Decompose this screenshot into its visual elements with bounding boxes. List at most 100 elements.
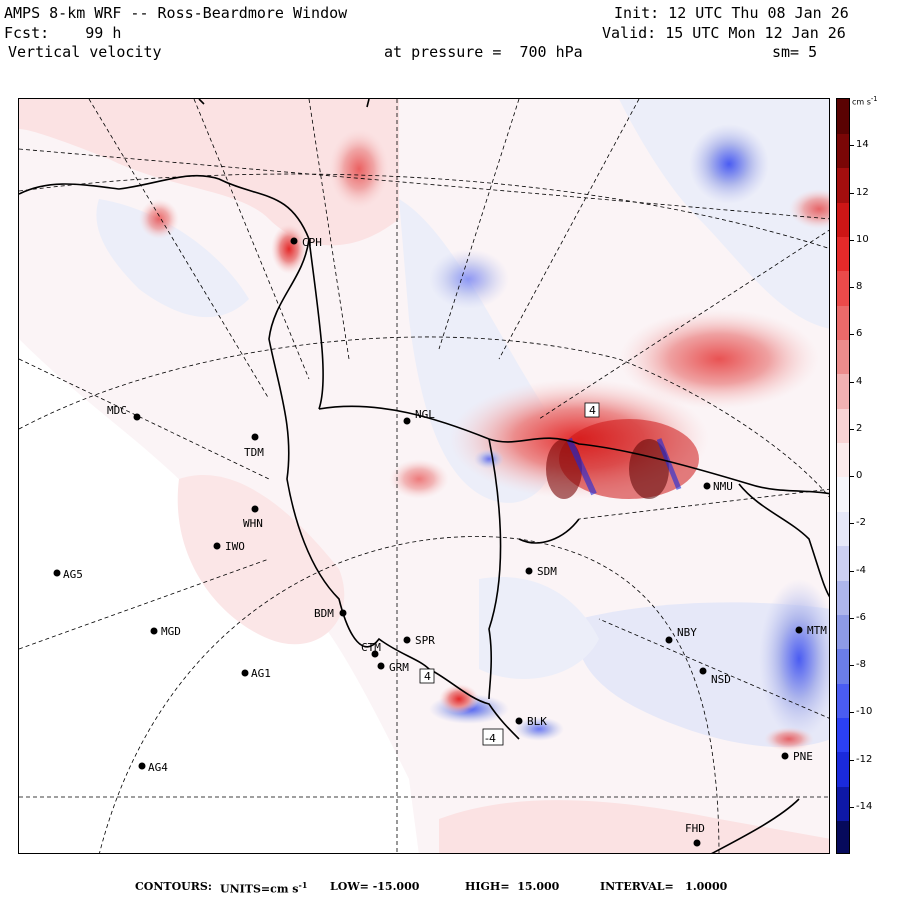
station-label: MDC — [107, 404, 127, 417]
station-MGD[interactable]: MGD — [150, 625, 181, 638]
station-label: MTM — [807, 624, 827, 637]
colorbar-segment — [837, 373, 849, 409]
colorbar-tick-label: 0 — [856, 470, 863, 481]
colorbar-tick-label: 2 — [856, 422, 863, 434]
station-label: AG4 — [148, 761, 168, 774]
high-value: HIGH= 15.000 — [465, 880, 560, 893]
low-value: LOW= -15.000 — [330, 880, 420, 893]
station-label: WHN — [243, 517, 263, 530]
station-CPH[interactable]: CPH — [290, 236, 322, 249]
station-label: SDM — [537, 565, 557, 578]
colorbar-tick-label: 4 — [856, 375, 863, 387]
station-AG5[interactable]: AG5 — [53, 568, 83, 581]
colorbar-tick-label: 6 — [856, 328, 863, 340]
station-label: FHD — [685, 822, 705, 835]
colorbar-segment — [837, 511, 849, 547]
valid-time: Valid: 15 UTC Mon 12 Jan 26 — [602, 24, 846, 42]
blob-layer — [139, 124, 829, 751]
colorbar-segment — [837, 477, 849, 512]
station-MDC[interactable]: MDC — [107, 404, 141, 421]
station-NMU[interactable]: NMU — [703, 480, 733, 493]
units-label: UNITS=cm s-1 — [220, 880, 308, 896]
station-label: NMU — [713, 480, 733, 493]
colorbar-segment — [837, 820, 849, 853]
station-NSD[interactable]: NSD — [699, 667, 731, 687]
station-label: SPR — [415, 634, 435, 647]
station-label: NBY — [677, 626, 697, 639]
station-BLK[interactable]: BLK — [515, 715, 548, 728]
station-label: BLK — [527, 715, 547, 728]
station-IWO[interactable]: IWO — [213, 540, 245, 553]
station-label: AG1 — [251, 667, 271, 680]
station-label: BDM — [314, 607, 334, 620]
colorbar-tick-mark — [850, 665, 854, 666]
svg-text:4: 4 — [424, 670, 431, 683]
field-name: Vertical velocity — [8, 43, 162, 61]
colorbar-tick-label: 10 — [856, 233, 869, 245]
station-GRM[interactable]: GRM — [377, 661, 410, 674]
station-label: TDM — [244, 446, 264, 459]
station-PNE[interactable]: PNE — [781, 750, 813, 763]
station-SPR[interactable]: SPR — [403, 634, 436, 647]
station-label: GRM — [389, 661, 409, 674]
colorbar-segment — [837, 202, 849, 237]
colorbar-segment — [837, 683, 849, 719]
colorbar-segment — [837, 648, 849, 684]
colorbar-tick-label: -10 — [856, 706, 873, 718]
vertical-velocity-map[interactable]: CPH MDC TDM NGL WHN IWO AG5 MGD AG1 AG4 … — [19, 99, 830, 854]
map-panel[interactable]: CPH MDC TDM NGL WHN IWO AG5 MGD AG1 AG4 … — [18, 98, 830, 854]
colorbar-tick-mark — [850, 712, 854, 714]
station-AG1[interactable]: AG1 — [241, 667, 271, 680]
station-label: MGD — [161, 625, 181, 638]
max-marker-1: 4 — [584, 402, 600, 418]
colorbar-tick-label: -6 — [856, 611, 866, 623]
station-AG4[interactable]: AG4 — [138, 761, 169, 774]
colorbar-tick-mark — [850, 523, 854, 525]
station-label: NSD — [711, 673, 731, 686]
station-WHN[interactable]: WHN — [243, 505, 263, 531]
station-SDM[interactable]: SDM — [525, 565, 558, 578]
colorbar-tick-mark — [850, 617, 854, 619]
station-NGL[interactable]: NGL — [403, 408, 436, 425]
graticule — [19, 99, 829, 853]
colorbar-segment — [837, 339, 849, 375]
colorbar-segment — [837, 614, 849, 650]
colorbar-tick-mark — [850, 759, 854, 761]
extrema-markers: 4 4 -4 — [419, 402, 600, 746]
colorbar-segment — [837, 270, 849, 306]
station-layer: CPH MDC TDM NGL WHN IWO AG5 MGD AG1 AG4 … — [53, 236, 828, 847]
contours-label: CONTOURS: — [135, 880, 212, 893]
colorbar-tick-label: 14 — [856, 139, 869, 151]
colorbar-tick-mark — [850, 239, 854, 241]
colorbar-segment — [837, 786, 849, 822]
colorbar-segment — [837, 751, 849, 787]
station-label: NGL — [415, 408, 435, 421]
colorbar-segment — [837, 545, 849, 581]
colorbar-tick-mark — [850, 476, 854, 477]
colorbar-segment — [837, 717, 849, 753]
station-CTM[interactable]: CTM — [361, 641, 381, 658]
forecast-hour: Fcst: 99 h — [4, 24, 122, 42]
colorbar-tick-label: -2 — [856, 517, 866, 529]
colorbar-segment — [837, 236, 849, 272]
colorbar-tick-label: 8 — [856, 281, 863, 292]
station-MTM[interactable]: MTM — [795, 624, 828, 637]
colorbar-segment — [837, 305, 849, 341]
station-label: AG5 — [63, 568, 83, 581]
colorbar-units: cm s-1 — [852, 95, 878, 107]
init-time: Init: 12 UTC Thu 08 Jan 26 — [614, 4, 849, 22]
colorbar-tick-label: -8 — [856, 659, 866, 670]
smoothing-value: sm= 5 — [772, 43, 818, 61]
svg-text:4: 4 — [589, 404, 596, 417]
colorbar-tick-mark — [850, 287, 854, 288]
pressure-level: at pressure = 700 hPa — [384, 43, 583, 61]
station-NBY[interactable]: NBY — [665, 626, 698, 644]
station-BDM[interactable]: BDM — [314, 607, 347, 620]
station-label: IWO — [225, 540, 245, 553]
colorbar-tick-mark — [850, 192, 854, 194]
colorbar-segment — [837, 408, 849, 444]
colorbar-tick-mark — [850, 806, 854, 808]
station-TDM[interactable]: TDM — [244, 433, 264, 460]
station-FHD[interactable]: FHD — [685, 822, 705, 847]
colorbar — [836, 98, 850, 854]
